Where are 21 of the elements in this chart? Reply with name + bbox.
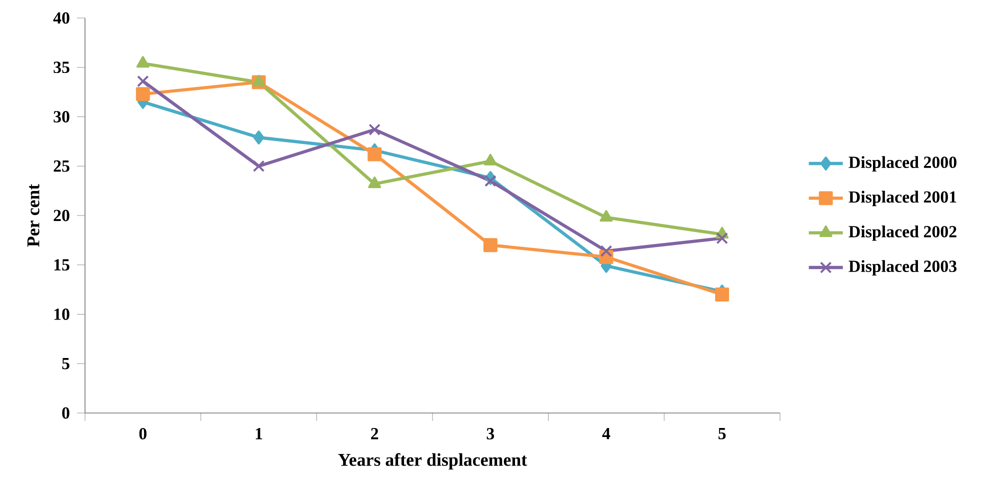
y-axis-title: Per cent bbox=[27, 184, 40, 247]
x-tick-label: 1 bbox=[256, 428, 262, 440]
x-tick-label: 3 bbox=[486, 428, 494, 440]
legend-label: Displaced 2000 bbox=[848, 156, 956, 172]
y-tick-label: 30 bbox=[54, 111, 70, 122]
x-tick-label: 2 bbox=[371, 428, 378, 440]
legend-label: Displaced 2001 bbox=[848, 190, 956, 206]
y-tick-label: 40 bbox=[53, 12, 70, 24]
y-tick-label: 15 bbox=[54, 259, 70, 271]
y-tick-label: 10 bbox=[54, 308, 70, 320]
legend-label: Displaced 2003 bbox=[848, 260, 956, 276]
y-tick-label: 25 bbox=[54, 160, 70, 172]
y-tick-label: 35 bbox=[54, 62, 70, 74]
x-tick-label: 5 bbox=[718, 428, 726, 440]
y-tick-label: 5 bbox=[62, 358, 70, 370]
x-axis-title: Years after displacement bbox=[338, 453, 528, 470]
x-tick-label: 0 bbox=[139, 428, 146, 440]
x-tick-label: 4 bbox=[602, 428, 610, 440]
y-tick-label: 0 bbox=[62, 407, 70, 419]
legend-label: Displaced 2002 bbox=[848, 225, 956, 241]
y-tick-label: 20 bbox=[54, 210, 70, 222]
